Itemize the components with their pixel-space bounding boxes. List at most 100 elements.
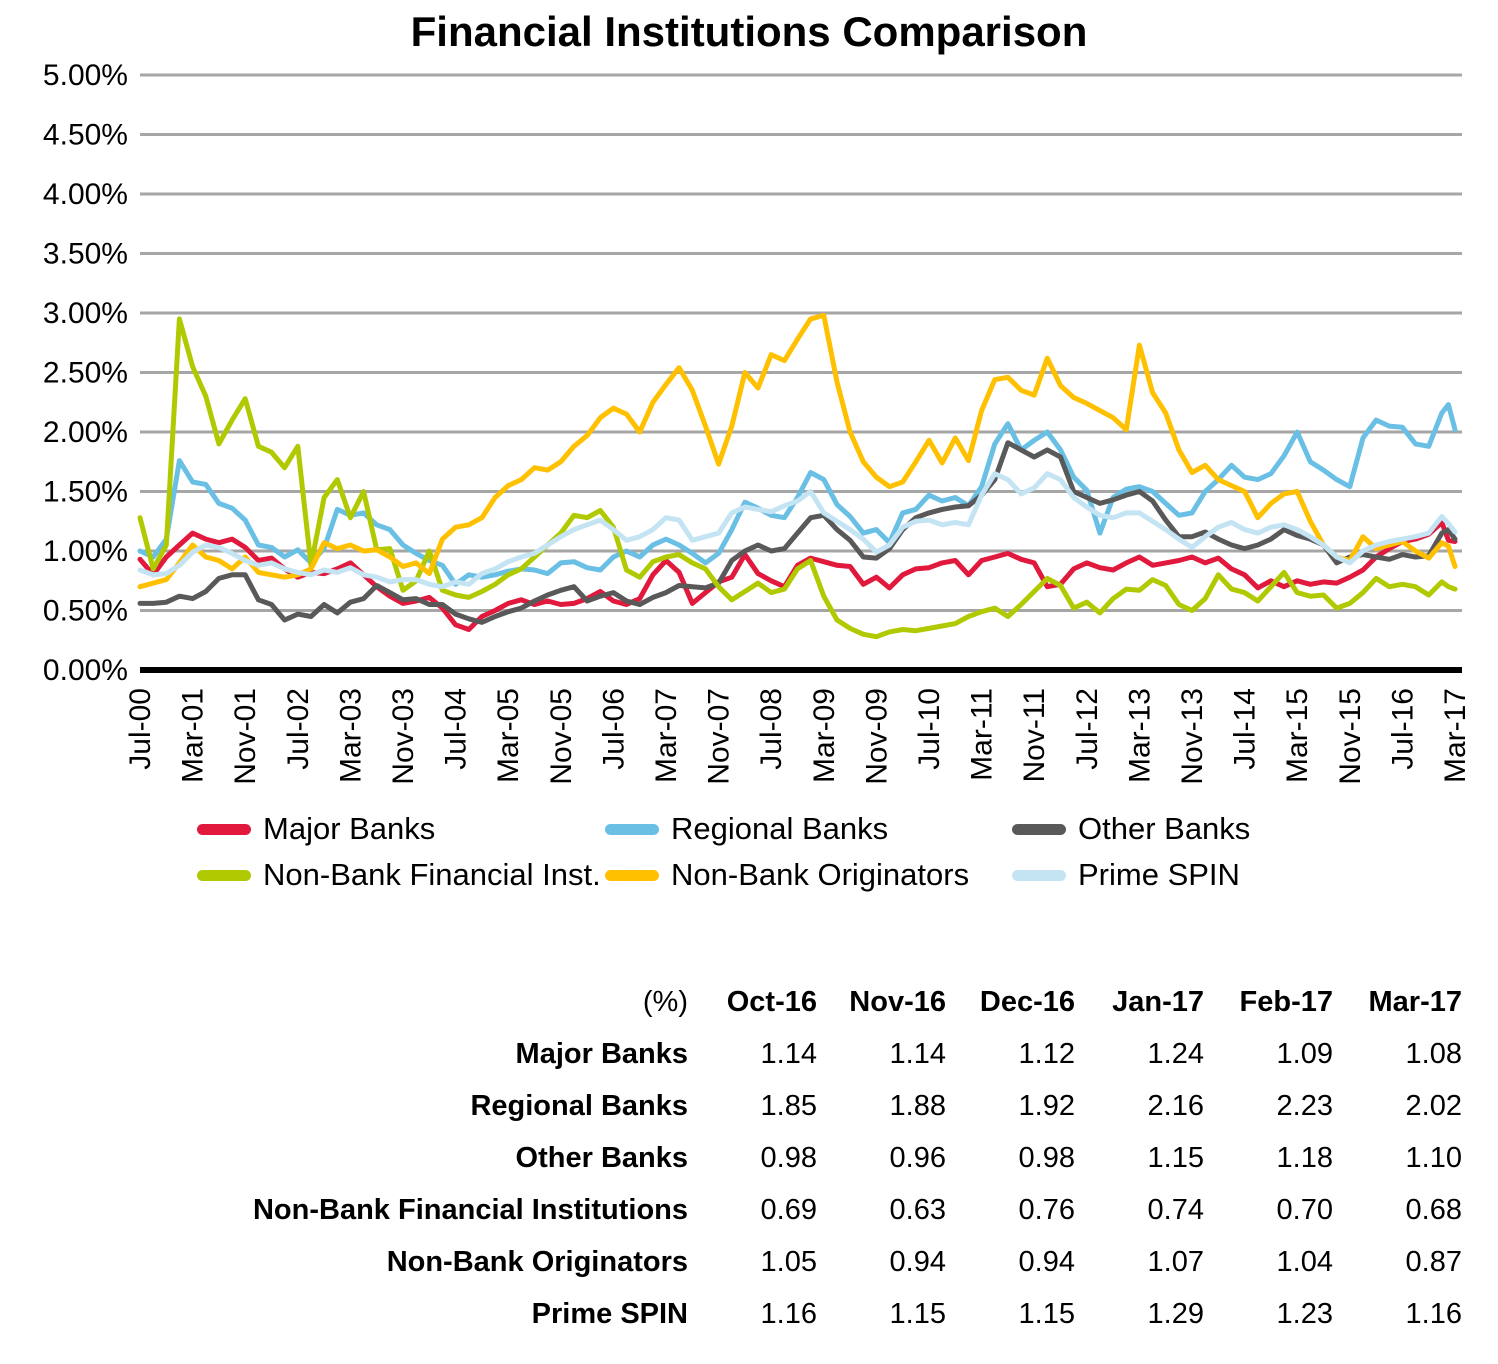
table-cell-value: 0.98 [760,1141,817,1174]
x-axis-tick-label: Nov-05 [545,688,578,785]
table-row: Regional Banks 1.85 1.88 1.92 2.16 2.23 2.02 [16,1080,1462,1132]
table-row-label: Non-Bank Originators [386,1245,688,1278]
y-axis-tick-label: 1.00% [43,535,128,568]
legend-swatch-icon [1012,869,1066,881]
x-axis-tick-label: Jul-10 [913,688,946,770]
x-axis-tick-label: Jul-04 [440,688,473,770]
x-axis-tick-label: Jul-00 [124,688,157,770]
table-cell-value: 0.68 [1405,1193,1462,1226]
legend-item: Major Banks [197,806,435,852]
legend-row: Major Banks Regional Banks Other Banks [0,806,1498,852]
y-axis-tick-label: 0.00% [43,654,128,687]
chart-legend: Major Banks Regional Banks Other Banks Non… [0,806,1498,898]
chart-title: Financial Institutions Comparison [410,8,1088,55]
table-cell-value: 0.70 [1276,1193,1333,1226]
legend-label: Other Banks [1078,811,1251,846]
table-row-label: Major Banks [515,1037,688,1070]
y-axis-tick-label: 1.50% [43,476,128,509]
x-axis-tick-label: Nov-07 [703,688,736,785]
legend-item: Prime SPIN [1012,852,1240,898]
table-cell-value: 1.24 [1147,1037,1204,1070]
table-cell-value: 1.29 [1147,1297,1204,1330]
x-axis-tick-label: Mar-03 [334,688,367,783]
table-column-header: Dec-16 [979,985,1075,1018]
table-cell-value: 0.96 [889,1141,946,1174]
series-line-regional-banks [137,402,1458,587]
table-row-label: Other Banks [515,1141,688,1174]
table-cell-value: 1.15 [1147,1141,1204,1174]
legend-label: Prime SPIN [1078,857,1240,892]
x-axis-tick-label: Jul-16 [1386,688,1419,770]
y-axis-tick-label: 4.50% [43,119,128,152]
x-axis-tick-label: Mar-15 [1281,688,1314,783]
table-row: Non-Bank Originators 1.05 0.94 0.94 1.07 1.04… [16,1236,1462,1288]
table-column-header: Oct-16 [726,985,817,1018]
table-row: Major Banks 1.14 1.14 1.12 1.24 1.09 1.08 [16,1028,1462,1080]
x-axis-tick-label: Nov-11 [1018,688,1051,782]
table-cell-value: 1.09 [1276,1037,1333,1070]
table-cell-value: 2.23 [1276,1089,1333,1122]
table-cell-value: 1.23 [1276,1297,1333,1330]
table-header-row: (%) Oct-16 Nov-16 Dec-16 Jan-17 Feb-17 Mar-17 [16,976,1462,1028]
x-axis-tick-label: Jul-08 [755,688,788,770]
series-line-non-bank-financial-inst- [137,316,1458,640]
table-row: Other Banks 0.98 0.96 0.98 1.15 1.18 1.10 [16,1132,1462,1184]
table-column-header: Mar-17 [1368,985,1463,1018]
x-axis-tick-label: Mar-07 [650,688,683,783]
table-cell-value: 0.98 [1018,1141,1075,1174]
table-cell-value: 1.12 [1018,1037,1075,1070]
legend-swatch-icon [197,823,251,835]
legend-item: Non-Bank Financial Inst. [197,852,601,898]
series-line-other-banks [137,440,1458,625]
y-axis-tick-label: 3.00% [43,297,128,330]
table-row-label: Prime SPIN [531,1297,688,1330]
table-cell-value: 2.16 [1147,1089,1204,1122]
table-cell-value: 1.04 [1276,1245,1333,1278]
y-axis-tick-label: 2.50% [43,357,128,390]
series-line-prime-spin [137,471,1458,590]
line-chart: 0.00% 0.50% 1.00% 1.50% 2.00% 2.50% 3.00% 3.50%… [43,59,1472,785]
x-axis-tick-label: Jul-06 [597,688,630,770]
table-row-label: Non-Bank Financial Institutions [252,1193,688,1226]
table-cell-value: 1.88 [889,1089,946,1122]
table-cell-value: 0.76 [1018,1193,1075,1226]
legend-swatch-icon [197,869,251,881]
x-axis-tick-label: Jul-12 [1071,688,1104,770]
x-axis-tick-label: Mar-11 [966,688,999,781]
x-axis-tick-label: Jul-02 [282,688,315,770]
table-cell-value: 1.92 [1018,1089,1075,1122]
table-unit-label: (%) [642,985,688,1018]
table-cell-value: 1.18 [1276,1141,1333,1174]
table-cell-value: 1.16 [1405,1297,1462,1330]
legend-label: Non-Bank Originators [671,857,970,892]
table-cell-value: 1.05 [760,1245,817,1278]
y-axis-tick-label: 3.50% [43,238,128,271]
legend-label: Regional Banks [671,811,889,846]
x-axis-tick-label: Nov-01 [229,688,262,785]
x-axis-tick-label: Nov-03 [387,688,420,785]
legend-row: Non-Bank Financial Inst. Non-Bank Origina… [0,852,1498,898]
legend-item: Regional Banks [605,806,888,852]
x-axis-tick-label: Mar-01 [177,688,210,783]
table-cell-value: 1.14 [889,1037,946,1070]
table-cell-value: 2.02 [1405,1089,1462,1122]
table-cell-value: 1.14 [760,1037,817,1070]
table-cell-value: 0.94 [1018,1245,1075,1278]
legend-label: Non-Bank Financial Inst. [263,857,601,892]
legend-swatch-icon [1012,823,1066,835]
table-column-header: Feb-17 [1239,985,1333,1018]
legend-label: Major Banks [263,811,436,846]
legend-item: Other Banks [1012,806,1250,852]
table-cell-value: 1.08 [1405,1037,1462,1070]
table-cell-value: 1.15 [889,1297,946,1330]
table-cell-value: 1.16 [760,1297,817,1330]
comparison-table: (%) Oct-16 Nov-16 Dec-16 Jan-17 Feb-17 Mar-17 M… [16,976,1462,1340]
x-axis-tick-label: Mar-13 [1123,688,1156,783]
x-axis-tick-label: Nov-09 [860,688,893,785]
table-cell-value: 0.69 [760,1193,817,1226]
x-axis-tick-label: Mar-09 [808,688,841,783]
y-axis-tick-label: 2.00% [43,416,128,449]
table-row-label: Regional Banks [470,1089,688,1122]
table-cell-value: 1.15 [1018,1297,1075,1330]
legend-swatch-icon [605,823,659,835]
